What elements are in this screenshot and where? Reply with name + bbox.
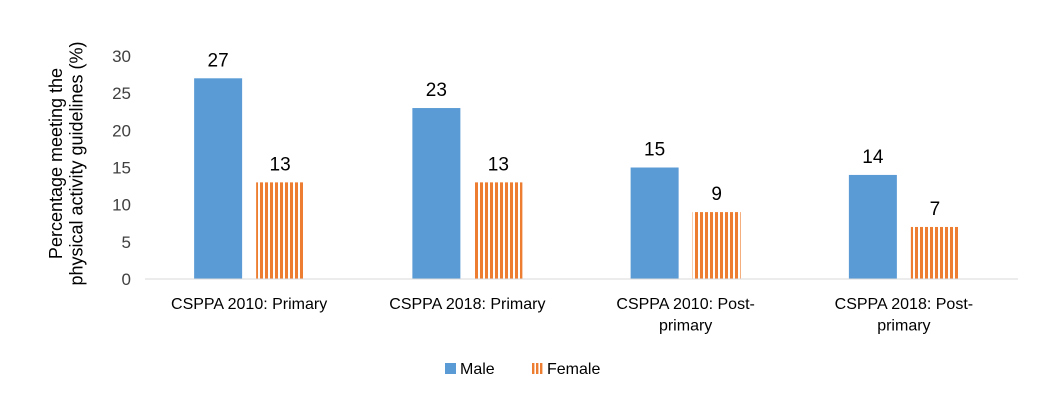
x-category-label: CSPPA 2018: Primary [389,296,545,313]
y-axis-ticks: 0 5 10 15 20 25 30 [112,47,131,289]
bar-female [692,212,741,279]
x-category-label-line: primary [877,318,930,335]
x-category-label: CSPPA 2018: Post-primary [835,296,973,335]
bar-female [910,226,959,279]
bar-male [630,167,679,279]
data-label: 15 [644,140,665,161]
y-tick-label: 25 [112,84,131,103]
y-axis-title-line: physical activity guidelines (%) [67,41,87,285]
data-labels: 27 13 23 13 15 9 14 7 [208,50,941,220]
data-label: 14 [862,147,884,168]
data-label: 7 [930,199,941,220]
y-tick-label: 30 [112,47,131,66]
x-category-label-line: CSPPA 2010: Primary [171,296,327,313]
x-category-label-line: CSPPA 2018: Post- [835,296,973,313]
legend-label: Male [460,361,495,378]
x-category-label-line: CSPPA 2010: Post- [616,296,754,313]
x-category-label: CSPPA 2010: Primary [171,296,327,313]
y-tick-label: 20 [112,121,131,140]
legend-swatch [445,363,456,374]
data-label: 13 [270,154,291,175]
y-tick-label: 15 [112,159,131,178]
y-axis-title: Percentage meeting thephysical activity … [46,41,87,285]
x-category-label: CSPPA 2010: Post-primary [616,296,754,335]
bars [194,78,959,280]
bar-male [848,174,897,279]
y-axis-title-line: Percentage meeting the [46,68,66,259]
x-category-label-line: primary [659,318,712,335]
data-label: 27 [208,50,229,71]
x-axis-category-labels: CSPPA 2010: Primary CSPPA 2018: Primary CS… [171,296,973,335]
x-category-label-line: CSPPA 2018: Primary [389,296,545,313]
bar-male [194,78,243,279]
legend-label: Female [547,361,600,378]
data-label: 9 [711,184,722,205]
legend-item-female: Female [532,361,600,378]
legend-item-male: Male [445,361,495,378]
data-label: 13 [488,154,509,175]
data-label: 23 [426,80,447,101]
bar-female [474,182,523,279]
legend: Male Female [445,361,600,378]
y-tick-label: 5 [122,233,131,252]
legend-swatch [532,363,543,374]
y-tick-label: 0 [122,270,131,289]
y-tick-label: 10 [112,196,131,215]
y-axis-title-text: Percentage meeting thephysical activity … [46,41,87,285]
bar-male [412,108,461,280]
bar-female [256,182,305,279]
